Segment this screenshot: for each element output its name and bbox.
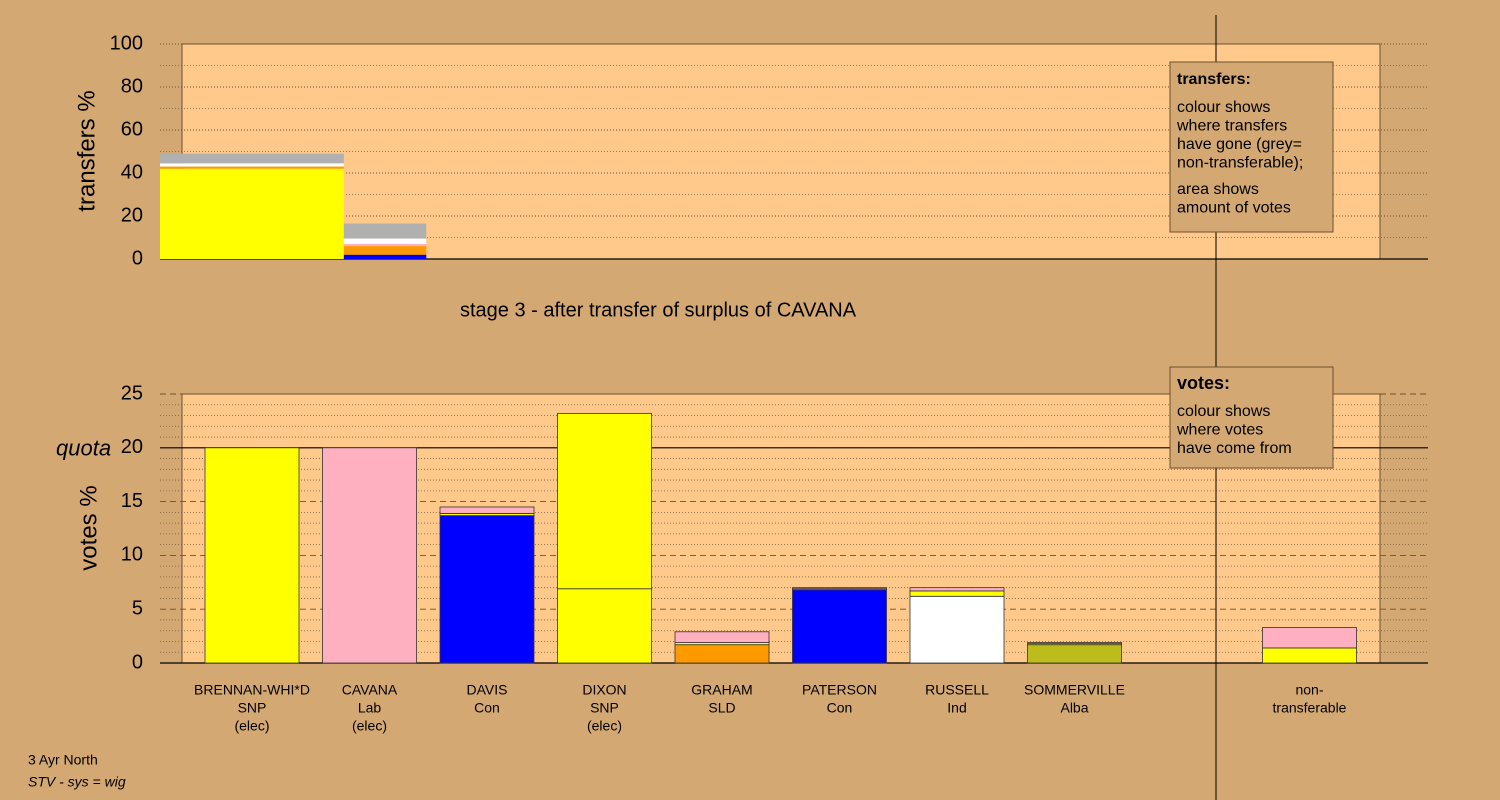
footer-system: STV - sys = wig — [28, 774, 126, 790]
vote-segment — [439, 515, 535, 664]
y-tick-label: 15 — [121, 490, 143, 512]
vote-segment — [557, 588, 652, 664]
y-axis-label: votes % — [75, 485, 102, 570]
candidate-label: PATERSON — [802, 682, 877, 698]
transfer-segment — [343, 238, 427, 244]
transfer-segment — [343, 254, 427, 259]
y-tick-label: 25 — [121, 382, 143, 404]
transfer-segment — [160, 163, 344, 167]
transfer-segment — [343, 223, 427, 239]
transfer-segment — [343, 243, 427, 247]
votes-note-box — [1169, 366, 1334, 469]
vote-segment — [792, 587, 887, 590]
transfer-segment — [160, 168, 344, 259]
transfer-segment — [160, 166, 344, 169]
y-tick-label: 40 — [121, 161, 143, 183]
candidate-label: SLD — [708, 700, 735, 716]
note-line: have gone (grey= — [1177, 136, 1302, 153]
vote-segment — [674, 644, 770, 664]
candidate-label: (elec) — [234, 718, 269, 734]
candidate-label: DAVIS — [467, 682, 508, 698]
transfer-segment — [160, 153, 344, 164]
candidate-label: (elec) — [587, 718, 622, 734]
y-tick-label: 0 — [132, 651, 143, 673]
candidate-label: Con — [474, 700, 500, 716]
y-tick-label: 20 — [121, 204, 143, 226]
candidate-label: SNP — [590, 700, 619, 716]
note-line: where votes — [1176, 422, 1263, 439]
vote-segment — [1262, 647, 1357, 664]
candidate-label: Lab — [358, 700, 382, 716]
candidate-label: Alba — [1060, 700, 1088, 716]
note-line: amount of votes — [1177, 200, 1291, 217]
candidate-label: SNP — [238, 700, 267, 716]
note-title: transfers: — [1177, 71, 1251, 88]
vote-segment — [1262, 627, 1357, 649]
y-tick-label: 100 — [110, 32, 143, 54]
candidate-label: SOMMERVILLE — [1024, 682, 1125, 698]
candidate-label: GRAHAM — [691, 682, 752, 698]
candidate-label: Ind — [947, 700, 966, 716]
candidate-label: transferable — [1273, 700, 1347, 716]
candidate-label: (elec) — [352, 718, 387, 734]
vote-segment — [204, 447, 300, 664]
vote-segment — [909, 587, 1005, 592]
vote-segment — [909, 590, 1005, 597]
y-tick-label: 20 — [121, 436, 143, 458]
note-line: colour shows — [1177, 403, 1270, 420]
transfer-segment — [343, 246, 427, 255]
candidate-label: RUSSELL — [925, 682, 989, 698]
note-line: non-transferable); — [1177, 155, 1303, 172]
y-axis-label: transfers % — [73, 90, 100, 211]
candidate-label: DIXON — [582, 682, 626, 698]
y-tick-label: 60 — [121, 118, 143, 140]
vote-segment — [674, 631, 770, 643]
vote-segment — [909, 595, 1005, 664]
y-tick-label: 10 — [121, 544, 143, 566]
vote-segment — [557, 412, 652, 590]
candidate-label: non- — [1295, 682, 1323, 698]
note-line: where transfers — [1176, 118, 1287, 135]
footer-area: 3 Ayr North — [28, 752, 98, 768]
candidate-label: CAVANA — [342, 682, 398, 698]
vote-segment — [439, 506, 535, 514]
candidate-label: Con — [827, 700, 853, 716]
y-tick-label: 0 — [132, 247, 143, 269]
vote-segment — [322, 447, 417, 664]
candidate-label: BRENNAN-WHI*D — [194, 682, 310, 698]
y-tick-label: 5 — [132, 597, 143, 619]
note-line: area shows — [1177, 181, 1259, 198]
note-title: votes: — [1177, 373, 1230, 393]
note-line: have come from — [1177, 440, 1292, 457]
vote-segment — [1027, 642, 1122, 645]
transfers-note-box — [1169, 61, 1334, 233]
stage-title: stage 3 - after transfer of surplus of C… — [460, 299, 857, 321]
vote-segment — [1027, 644, 1122, 664]
vote-segment — [792, 589, 887, 664]
note-line: colour shows — [1177, 99, 1270, 116]
y-tick-label: 80 — [121, 75, 143, 97]
quota-label: quota — [56, 436, 111, 461]
